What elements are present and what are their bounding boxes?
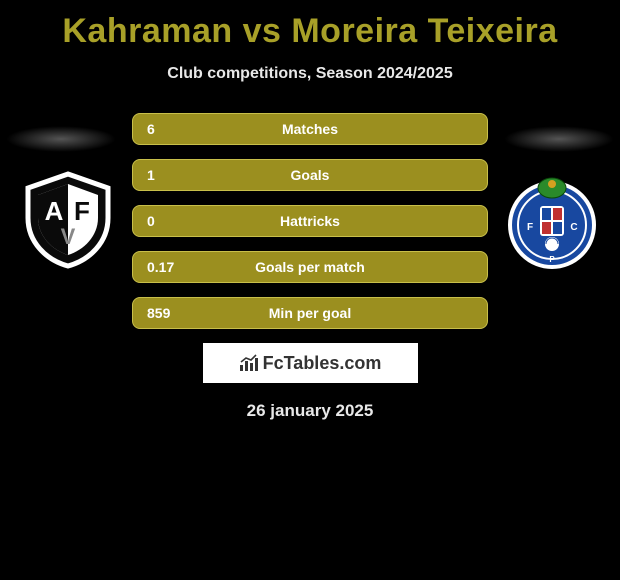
stat-label: Goals per match [133,259,487,275]
chart-icon [239,354,259,372]
svg-text:F: F [74,196,90,226]
stat-row: 6 Matches [132,113,488,145]
brand-box: FcTables.com [203,343,418,383]
stats-container: 6 Matches 1 Goals 0 Hattricks 0.17 Goals… [132,113,488,329]
svg-text:V: V [61,224,76,249]
svg-text:C: C [570,222,577,233]
stat-row: 1 Goals [132,159,488,191]
stat-label: Min per goal [133,305,487,321]
stat-label: Goals [133,167,487,183]
stat-left-value: 0.17 [147,259,174,275]
club-badge-left: A F V [18,170,118,270]
comparison-subtitle: Club competitions, Season 2024/2025 [0,65,620,83]
badge-shadow-right [504,126,614,152]
stat-left-value: 859 [147,305,170,321]
stat-left-value: 6 [147,121,155,137]
stat-left-value: 0 [147,213,155,229]
stat-row: 0.17 Goals per match [132,251,488,283]
stat-label: Hattricks [133,213,487,229]
svg-text:F: F [527,222,533,233]
brand-text: FcTables.com [263,353,382,374]
svg-text:A: A [45,196,64,226]
stat-row: 0 Hattricks [132,205,488,237]
comparison-date: 26 january 2025 [0,401,620,421]
comparison-title: Kahraman vs Moreira Teixeira [0,0,620,51]
stat-label: Matches [133,121,487,137]
svg-text:P: P [549,255,555,264]
stat-row: 859 Min per goal [132,297,488,329]
club-badge-right: F C P [502,170,602,270]
stat-left-value: 1 [147,167,155,183]
badge-shadow-left [6,126,116,152]
